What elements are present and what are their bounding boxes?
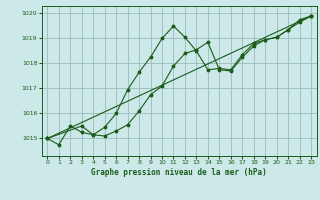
X-axis label: Graphe pression niveau de la mer (hPa): Graphe pression niveau de la mer (hPa) (91, 168, 267, 177)
